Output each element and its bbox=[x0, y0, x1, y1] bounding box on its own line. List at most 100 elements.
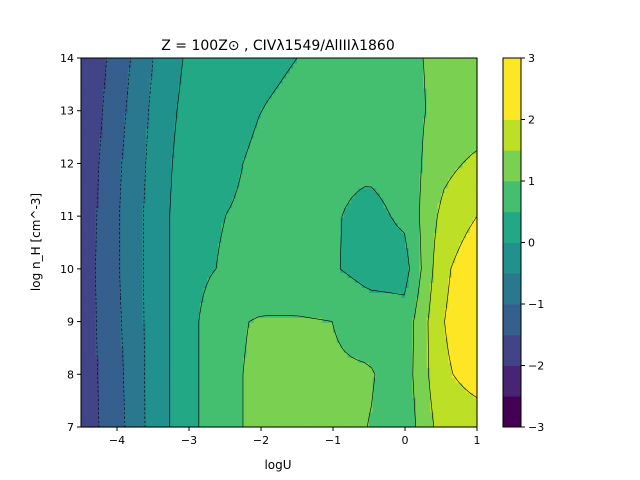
contour-cell bbox=[163, 422, 168, 428]
contour-cell bbox=[441, 402, 446, 408]
contour-cell bbox=[235, 197, 240, 204]
contour-cell bbox=[84, 212, 89, 219]
contour-cell bbox=[354, 297, 359, 303]
contour-cell bbox=[156, 392, 161, 398]
contour-cell bbox=[253, 277, 258, 283]
contour-cell bbox=[286, 237, 291, 244]
contour-cell bbox=[448, 262, 453, 269]
contour-cell bbox=[207, 197, 212, 204]
contour-cell bbox=[127, 322, 132, 328]
contour-cell bbox=[415, 377, 420, 383]
contour-cell bbox=[322, 327, 327, 333]
contour-cell bbox=[268, 402, 273, 408]
contour-cell bbox=[343, 402, 348, 408]
contour-cell bbox=[412, 212, 417, 219]
contour-cell bbox=[408, 247, 413, 254]
contour-cell bbox=[189, 387, 194, 393]
contour-cell bbox=[459, 242, 464, 249]
contour-cell bbox=[246, 232, 251, 239]
contour-cell bbox=[135, 282, 140, 288]
contour-cell bbox=[347, 347, 352, 353]
contour-cell bbox=[354, 312, 359, 318]
contour-cell bbox=[289, 402, 294, 408]
contour-cell bbox=[81, 297, 86, 303]
contour-cell bbox=[171, 417, 176, 423]
contour-cell bbox=[383, 302, 388, 308]
contour-cell bbox=[124, 302, 129, 308]
contour-cell bbox=[196, 292, 201, 298]
contour-cell bbox=[181, 392, 186, 398]
contour-cell bbox=[250, 217, 255, 224]
contour-cell bbox=[253, 412, 258, 418]
contour-cell bbox=[243, 237, 248, 244]
contour-cell bbox=[264, 322, 269, 328]
contour-cell bbox=[250, 392, 255, 398]
contour-cell bbox=[156, 367, 161, 373]
contour-cell bbox=[286, 212, 291, 219]
contour-cell bbox=[325, 327, 330, 333]
contour-cell bbox=[387, 207, 392, 214]
contour-cell bbox=[181, 252, 186, 259]
contour-cell bbox=[279, 337, 284, 343]
contour-cell bbox=[268, 322, 273, 328]
contour-cell bbox=[297, 272, 302, 279]
contour-cell bbox=[127, 247, 132, 254]
contour-cell bbox=[84, 367, 89, 373]
contour-cell bbox=[246, 277, 251, 283]
contour-cell bbox=[228, 292, 233, 298]
contour-cell bbox=[289, 382, 294, 388]
contour-cell bbox=[196, 242, 201, 249]
contour-cell bbox=[408, 207, 413, 214]
contour-cell bbox=[250, 282, 255, 288]
contour-cell bbox=[81, 417, 86, 423]
contour-cell bbox=[239, 257, 244, 264]
contour-cell bbox=[261, 302, 266, 308]
contour-cell bbox=[253, 342, 258, 348]
contour-cell bbox=[397, 247, 402, 254]
contour-cell bbox=[185, 322, 190, 328]
contour-cell bbox=[304, 317, 309, 323]
contour-cell bbox=[282, 372, 287, 378]
contour-cell bbox=[149, 412, 154, 418]
contour-cell bbox=[84, 297, 89, 303]
contour-cell bbox=[271, 297, 276, 303]
contour-cell bbox=[81, 287, 86, 293]
contour-cell bbox=[397, 242, 402, 249]
contour-cell bbox=[109, 417, 114, 423]
contour-cell bbox=[412, 337, 417, 343]
contour-cell bbox=[153, 397, 158, 403]
contour-cell bbox=[379, 277, 384, 283]
contour-cell bbox=[311, 347, 316, 353]
contour-cell bbox=[329, 332, 334, 338]
contour-cell bbox=[405, 237, 410, 244]
contour-cell bbox=[207, 262, 212, 269]
contour-cell bbox=[210, 282, 215, 288]
contour-cell bbox=[325, 207, 330, 214]
contour-cell bbox=[163, 262, 168, 269]
contour-cell bbox=[235, 372, 240, 378]
contour-cell bbox=[261, 312, 266, 318]
contour-cell bbox=[214, 312, 219, 318]
contour-cell bbox=[271, 277, 276, 283]
contour-cell bbox=[127, 232, 132, 239]
contour-cell bbox=[131, 417, 136, 423]
contour-cell bbox=[311, 247, 316, 254]
contour-cell bbox=[279, 417, 284, 423]
contour-cell bbox=[433, 362, 438, 368]
contour-cell bbox=[217, 237, 222, 244]
contour-cell bbox=[304, 347, 309, 353]
contour-cell bbox=[307, 307, 312, 313]
contour-cell bbox=[325, 237, 330, 244]
contour-cell bbox=[318, 327, 323, 333]
contour-cell bbox=[239, 262, 244, 269]
contour-cell bbox=[448, 312, 453, 318]
contour-cell bbox=[340, 392, 345, 398]
contour-cell bbox=[426, 282, 431, 288]
contour-cell bbox=[214, 392, 219, 398]
contour-cell bbox=[131, 307, 136, 313]
contour-cell bbox=[423, 247, 428, 254]
contour-cell bbox=[156, 352, 161, 358]
contour-cell bbox=[196, 227, 201, 234]
contour-cell bbox=[286, 332, 291, 338]
contour-cell bbox=[253, 237, 258, 244]
